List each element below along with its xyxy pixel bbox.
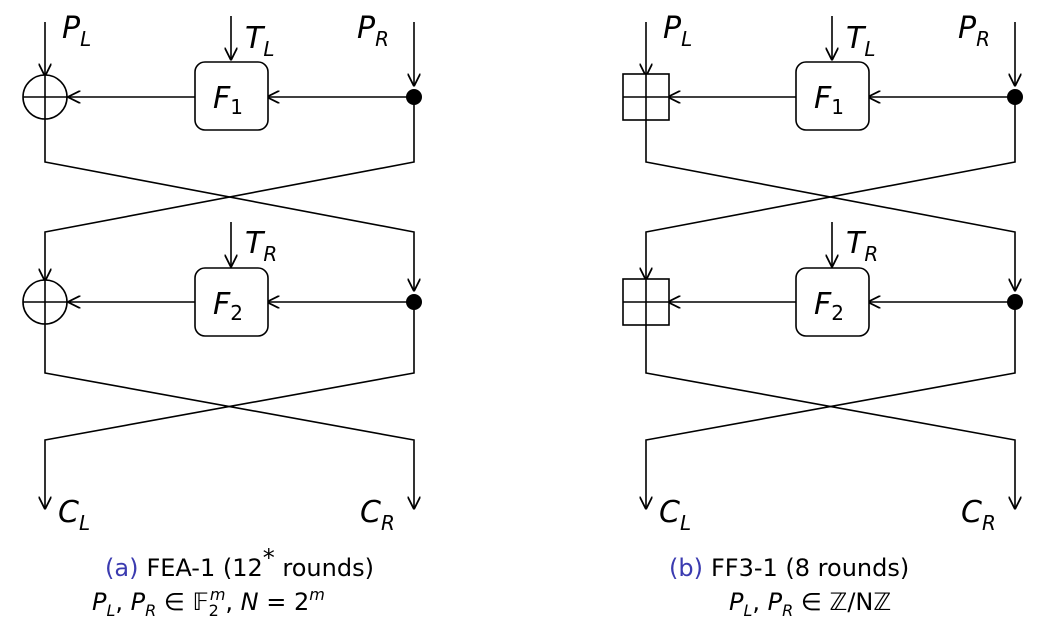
output-right-label: CR [961,495,996,535]
input-left-label: PL [62,11,91,51]
caption-b-math: PL, PR ∈ ℤ/Nℤ [729,588,891,620]
tweak-2-label: TR [245,226,277,266]
function-box-1 [194,61,269,131]
cross-1-right-to-left [646,97,1016,279]
function-1-label: F1 [213,81,243,119]
function-box-1 [795,61,870,131]
cross-1-left-to-right [44,119,414,290]
output-left-label: CL [58,495,90,535]
cross-1-right-to-left [45,97,415,280]
function-box-2 [795,267,870,337]
cross-2-right-to-left [45,302,415,508]
modular-add-icon [622,278,670,326]
tweak-2-label: TR [846,226,878,266]
function-1-label: F1 [814,81,844,119]
function-box-2 [194,267,269,337]
input-right-label: PR [357,11,389,51]
caption-a-math: PL, PR ∈ 𝔽2m, N = 2m [92,585,325,620]
tweak-1-label: TL [245,21,274,61]
caption-a-title: (a) FEA-1 (12* rounds) [105,544,374,582]
output-left-label: CL [659,495,691,535]
cross-1-left-to-right [645,120,1015,290]
cross-2-left-to-right [645,325,1015,508]
caption-b-title: (b) FF3-1 (8 rounds) [669,554,909,582]
cross-2-right-to-left [646,302,1016,508]
cross-2-left-to-right [44,324,414,508]
function-2-label: F2 [213,287,243,325]
modular-add-icon [622,73,670,121]
input-left-label: PL [663,11,692,51]
tweak-1-label: TL [846,21,875,61]
function-2-label: F2 [814,287,844,325]
panel-a: PL PR TL F1 TR F2 C [22,11,422,620]
xor-icon [22,279,68,325]
input-right-label: PR [958,11,990,51]
output-right-label: CR [360,495,395,535]
xor-icon [22,74,68,120]
panel-b: PL PR TL F1 TR F2 CL CR (b) FF3-1 (8 [622,11,1023,620]
